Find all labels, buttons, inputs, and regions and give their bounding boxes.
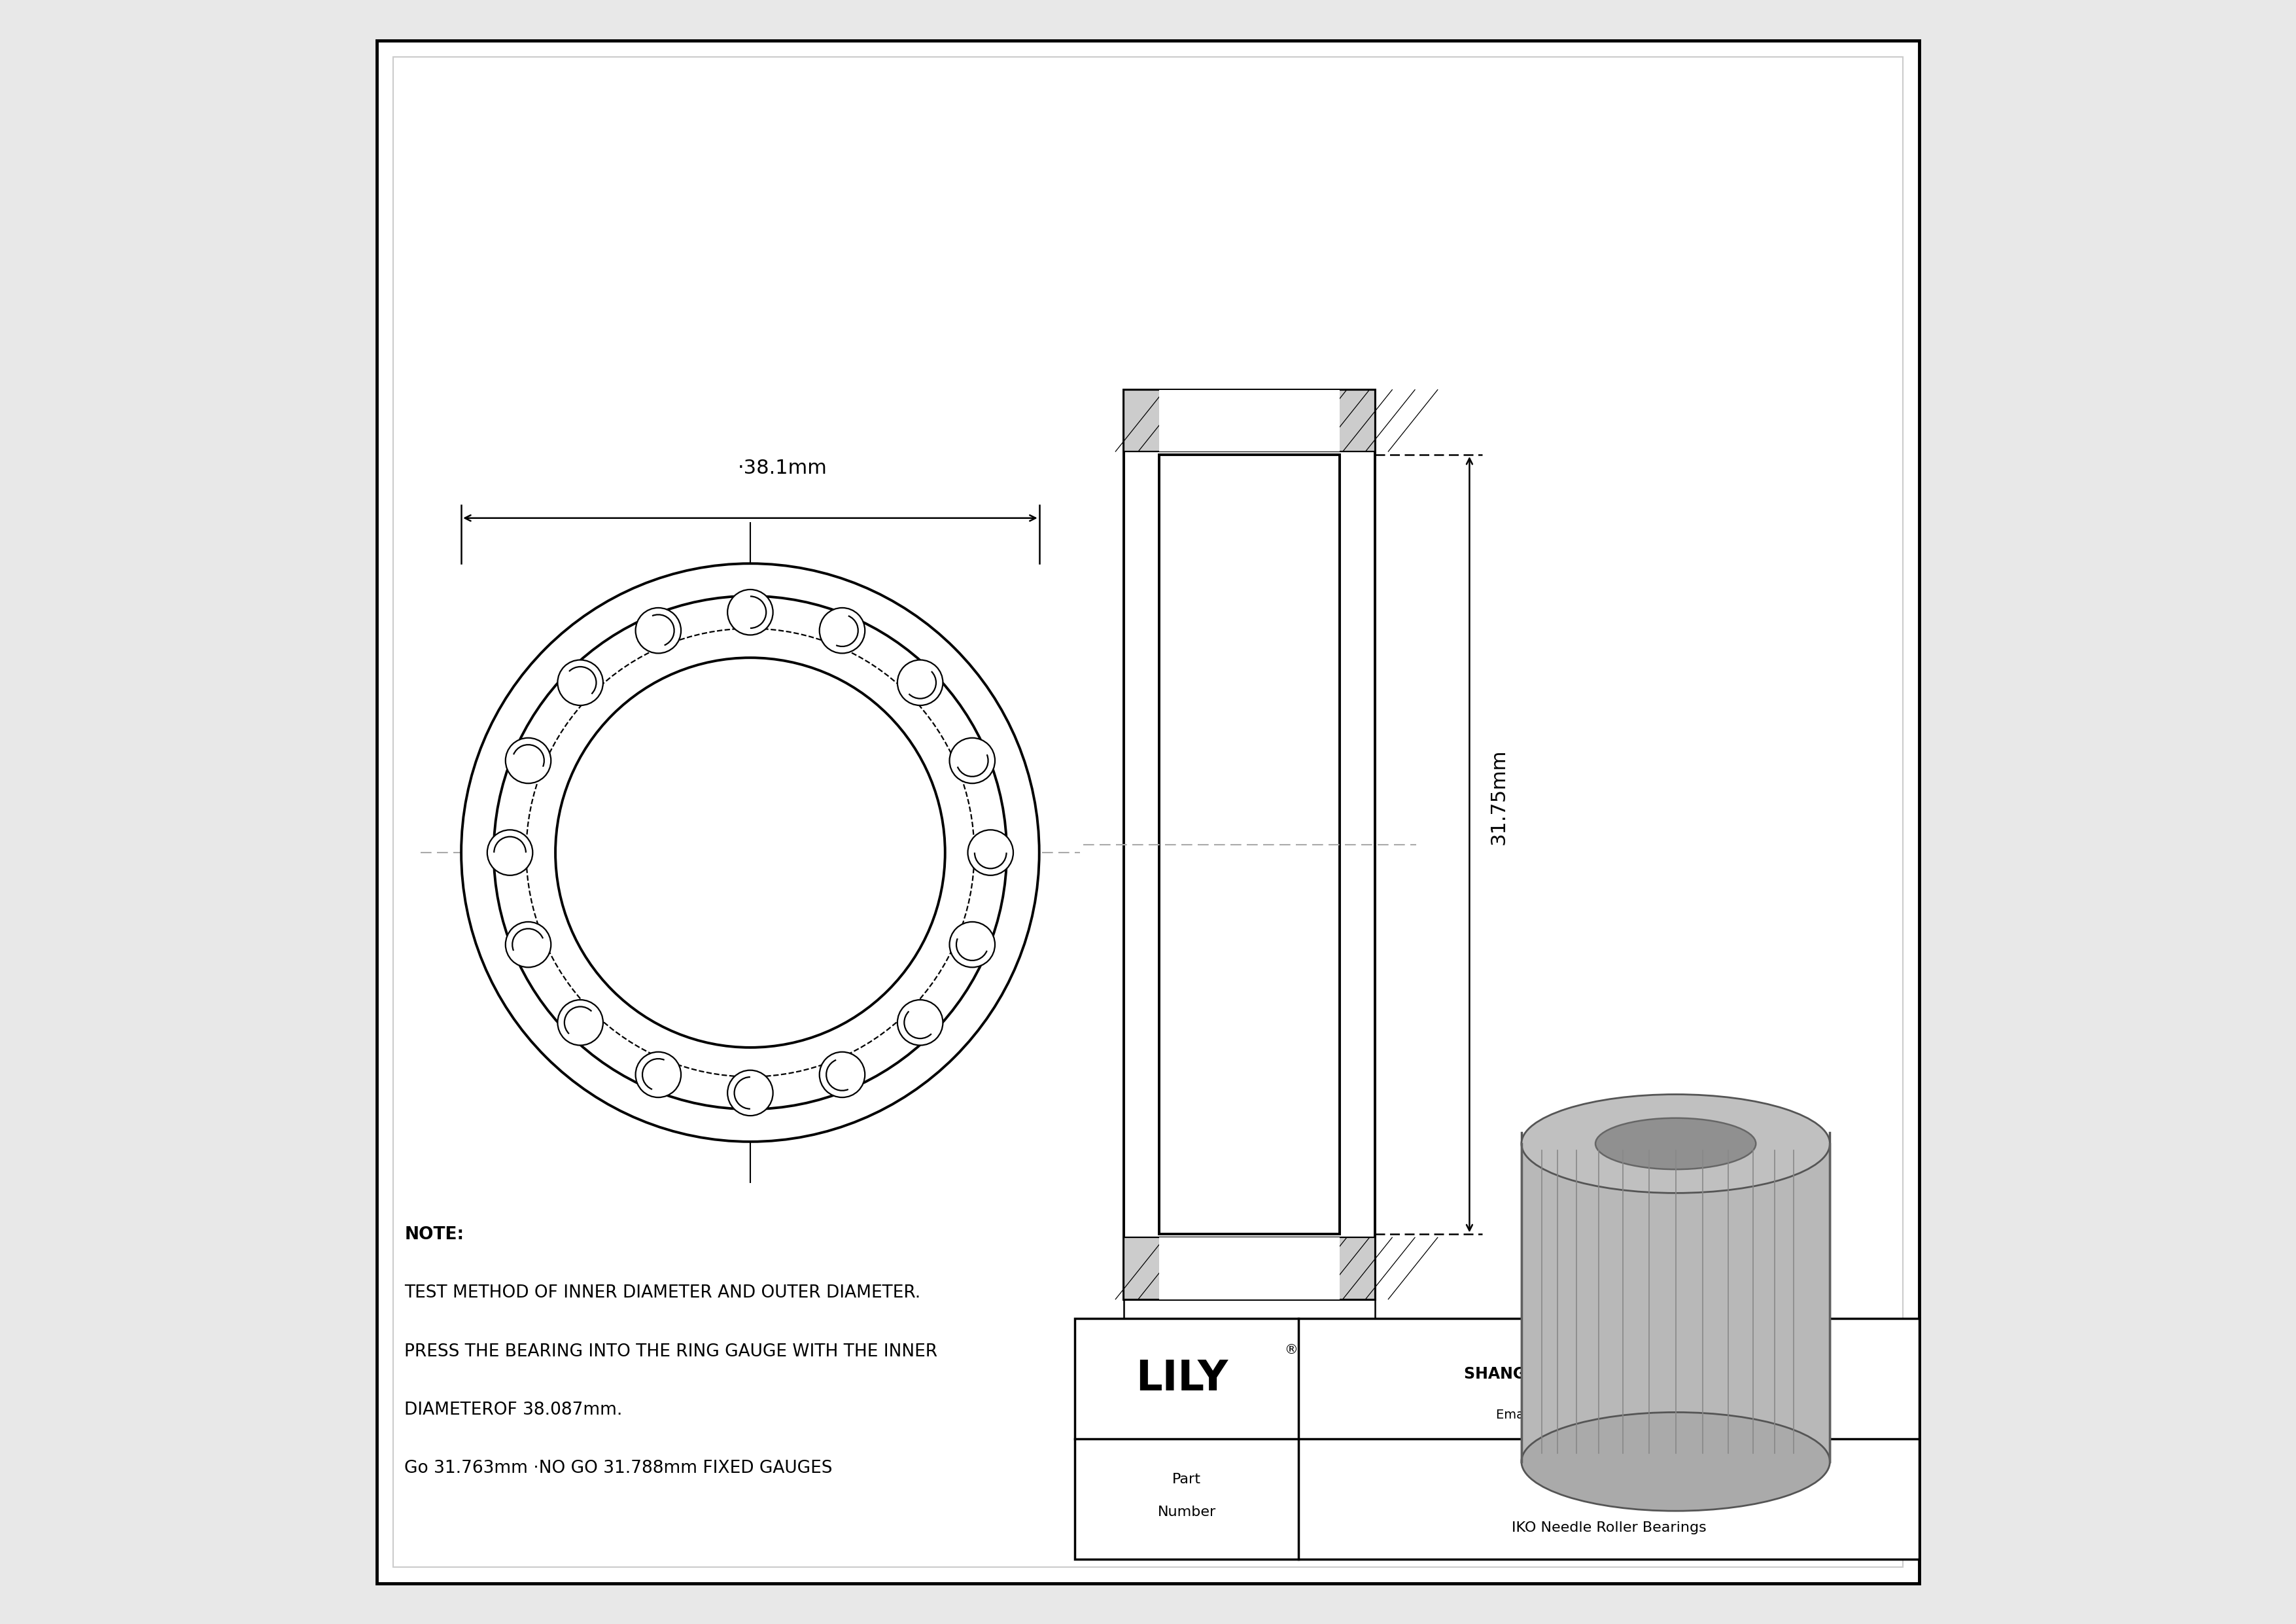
- Text: TEST METHOD OF INNER DIAMETER AND OUTER DIAMETER.: TEST METHOD OF INNER DIAMETER AND OUTER …: [404, 1285, 921, 1301]
- Bar: [1075, 1319, 1919, 1559]
- Bar: [1159, 455, 1339, 1234]
- Bar: [1123, 390, 1375, 451]
- Text: Email: lilybearing@lily-bearing.com: Email: lilybearing@lily-bearing.com: [1495, 1408, 1722, 1421]
- Bar: [1159, 390, 1339, 451]
- Circle shape: [898, 1000, 944, 1046]
- Text: Number: Number: [1157, 1505, 1217, 1518]
- Bar: [1123, 1237, 1375, 1299]
- Text: 15.88mm: 15.88mm: [1201, 1393, 1297, 1413]
- Bar: [1522, 1143, 1830, 1462]
- Circle shape: [820, 607, 866, 653]
- Circle shape: [951, 737, 994, 783]
- Ellipse shape: [1522, 1095, 1830, 1194]
- Circle shape: [505, 922, 551, 968]
- Bar: [1159, 1237, 1339, 1299]
- Text: IKO Needle Roller Bearings: IKO Needle Roller Bearings: [1511, 1522, 1706, 1535]
- Text: Part: Part: [1173, 1473, 1201, 1486]
- Ellipse shape: [1596, 1117, 1756, 1169]
- Circle shape: [820, 1052, 866, 1098]
- Circle shape: [556, 658, 946, 1047]
- Circle shape: [558, 1000, 604, 1046]
- Bar: [1123, 390, 1375, 1299]
- Circle shape: [951, 922, 994, 968]
- Circle shape: [461, 564, 1040, 1142]
- Circle shape: [728, 590, 774, 635]
- Circle shape: [898, 659, 944, 705]
- Circle shape: [636, 607, 682, 653]
- Text: BAM2010: BAM2010: [1550, 1462, 1667, 1483]
- Circle shape: [636, 1052, 682, 1098]
- Ellipse shape: [1522, 1413, 1830, 1510]
- Text: SHANGHAI LILY BEARING LIMITED: SHANGHAI LILY BEARING LIMITED: [1463, 1366, 1754, 1382]
- Text: Go 31.763mm ·NO GO 31.788mm FIXED GAUGES: Go 31.763mm ·NO GO 31.788mm FIXED GAUGES: [404, 1460, 833, 1476]
- Text: DIAMETEROF 38.087mm.: DIAMETEROF 38.087mm.: [404, 1402, 622, 1418]
- Circle shape: [969, 830, 1013, 875]
- Circle shape: [487, 830, 533, 875]
- Text: NOTE:: NOTE:: [404, 1226, 464, 1242]
- Text: 31.75mm: 31.75mm: [1490, 749, 1508, 844]
- Circle shape: [728, 1070, 774, 1116]
- Text: PRESS THE BEARING INTO THE RING GAUGE WITH THE INNER: PRESS THE BEARING INTO THE RING GAUGE WI…: [404, 1343, 937, 1359]
- Circle shape: [494, 596, 1006, 1109]
- Circle shape: [558, 659, 604, 705]
- Text: ®: ®: [1283, 1343, 1297, 1356]
- Circle shape: [505, 737, 551, 783]
- Text: LILY: LILY: [1137, 1359, 1228, 1398]
- Text: ·38.1mm: ·38.1mm: [737, 458, 827, 477]
